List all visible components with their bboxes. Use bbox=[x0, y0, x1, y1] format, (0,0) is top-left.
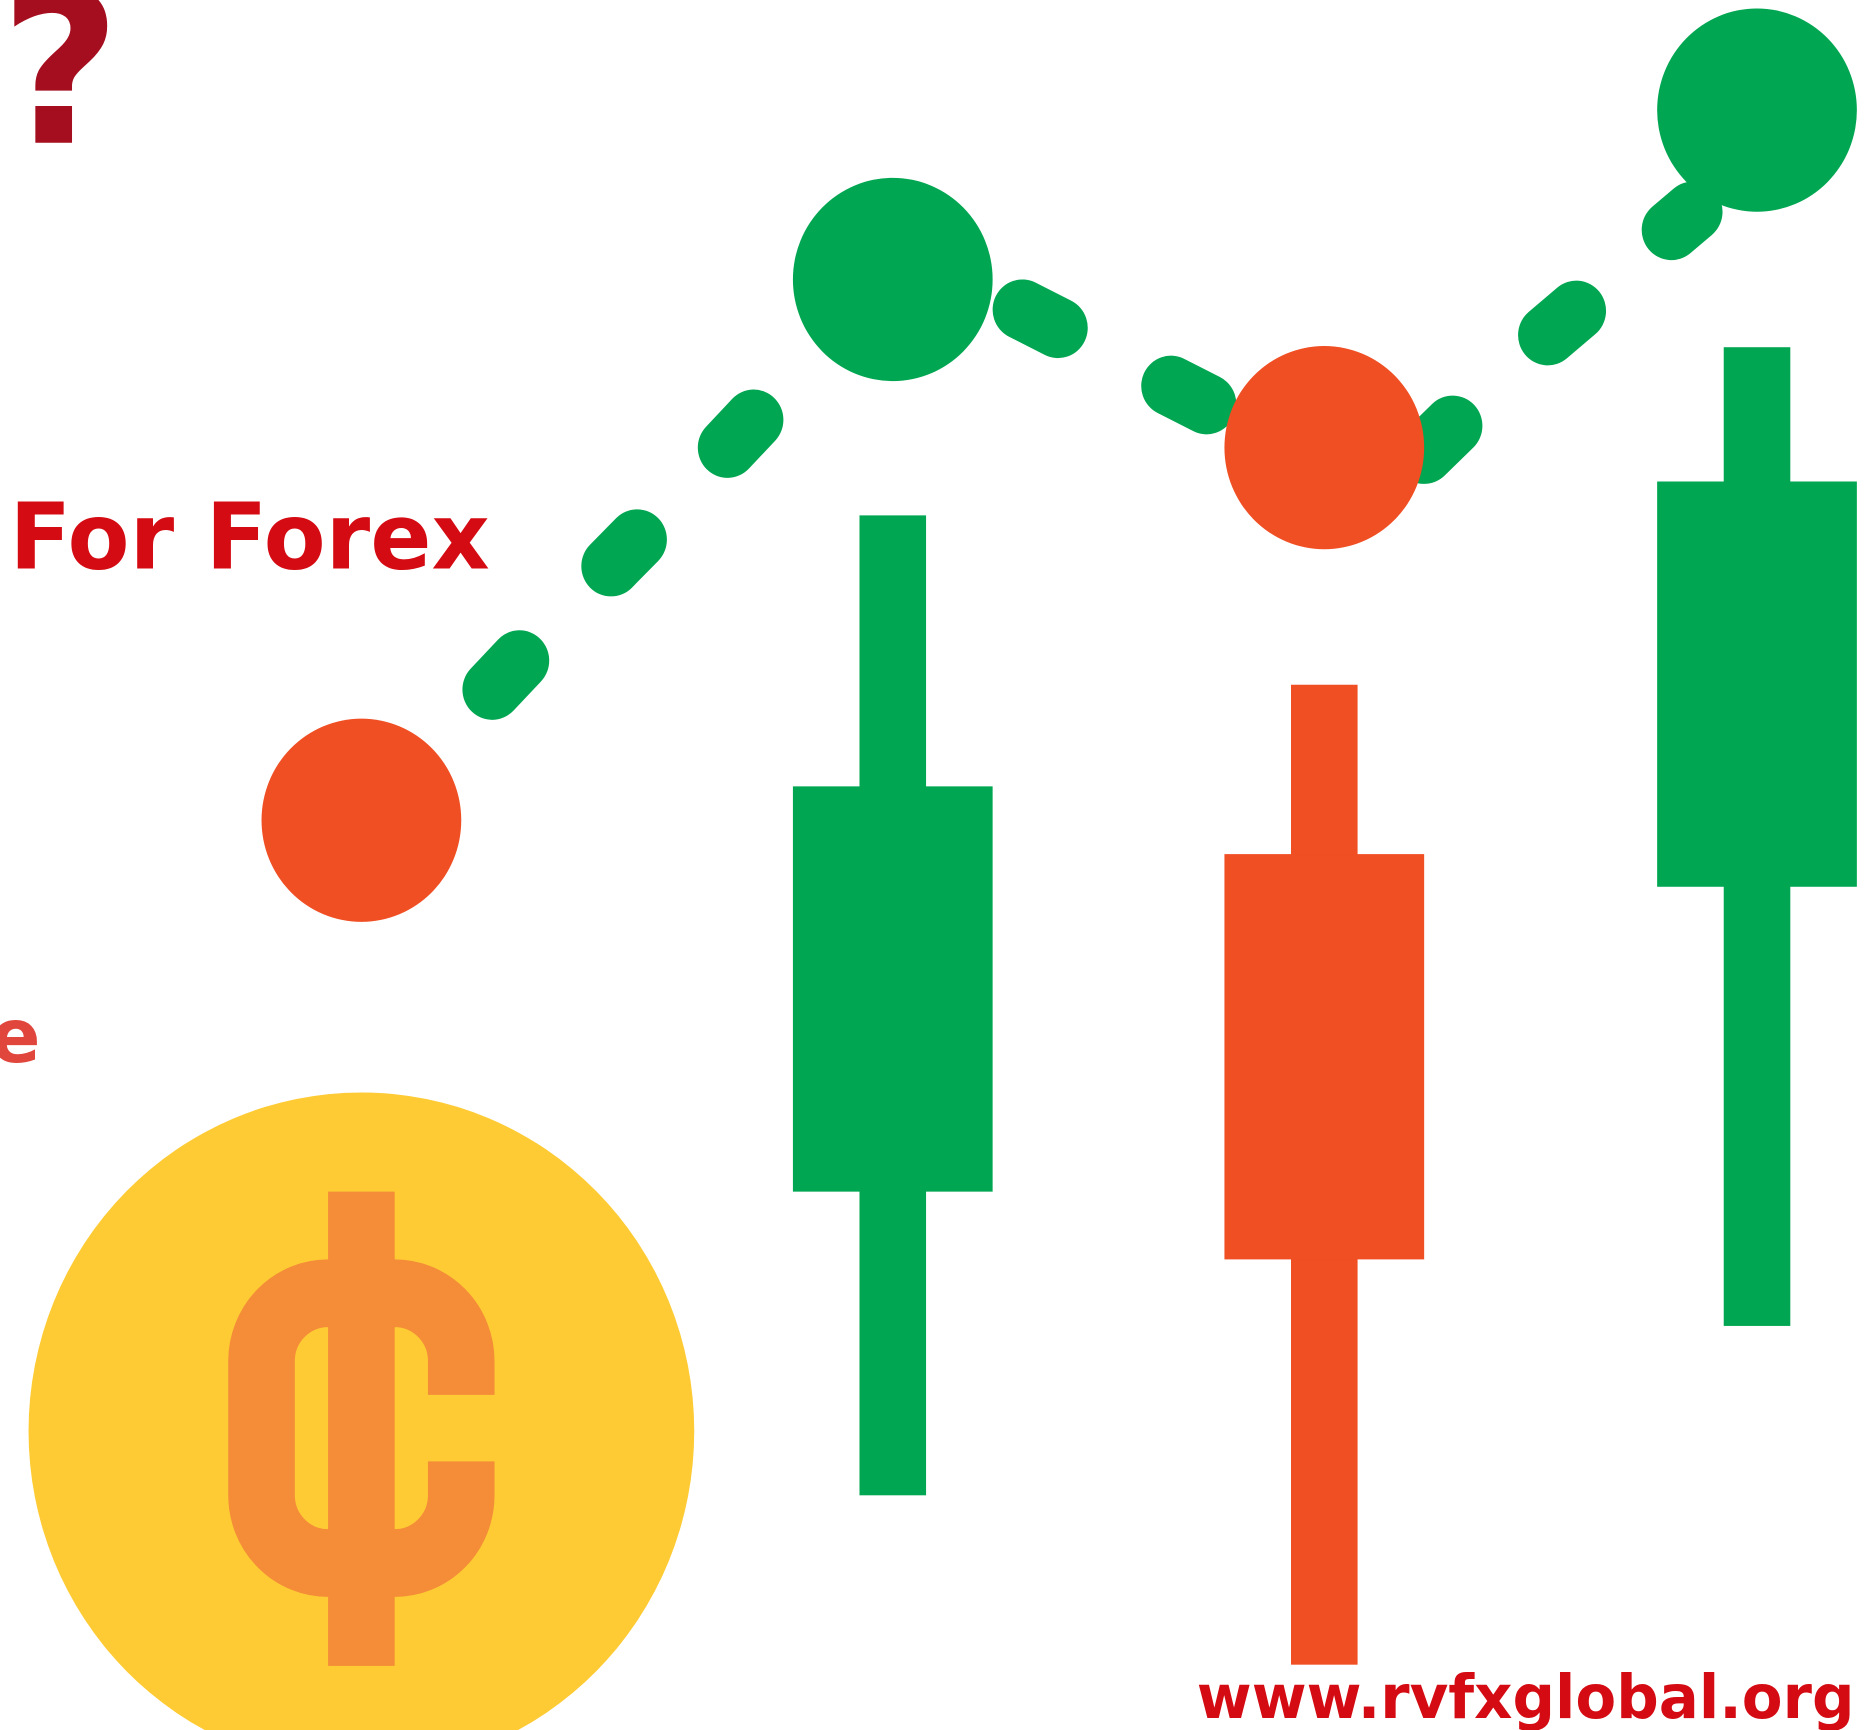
illustration: ? For Forex e www.rvfxglobal.org bbox=[0, 0, 1864, 1730]
green-dot bbox=[793, 178, 993, 381]
green-dot bbox=[1657, 8, 1857, 211]
dash bbox=[492, 661, 519, 690]
candle-body bbox=[1657, 481, 1857, 886]
page-body: {"header": {"mark": "?", "title": "For F… bbox=[0, 0, 1864, 1730]
website-url: www.rvfxglobal.org bbox=[1197, 1662, 1855, 1730]
green-candle bbox=[793, 515, 993, 1495]
dash bbox=[611, 540, 637, 567]
question-mark: ? bbox=[0, 0, 121, 193]
candle-body bbox=[1224, 854, 1424, 1259]
page: Forex illustration html, body { margin: … bbox=[0, 0, 1864, 1730]
title: For Forex bbox=[10, 484, 490, 591]
red-dot bbox=[262, 719, 462, 922]
trend-dashes bbox=[492, 212, 1693, 690]
text-fragment: e bbox=[0, 993, 40, 1081]
dash bbox=[1022, 310, 1058, 328]
dash bbox=[728, 420, 754, 448]
dash bbox=[1171, 386, 1207, 404]
green-candle bbox=[1657, 347, 1857, 1326]
coin-icon bbox=[29, 1092, 695, 1730]
dash bbox=[1424, 426, 1453, 454]
dash bbox=[1548, 311, 1577, 335]
red-dot bbox=[1224, 346, 1424, 549]
candle-body bbox=[793, 786, 993, 1191]
red-candle bbox=[1224, 685, 1424, 1665]
dash bbox=[1671, 212, 1692, 230]
